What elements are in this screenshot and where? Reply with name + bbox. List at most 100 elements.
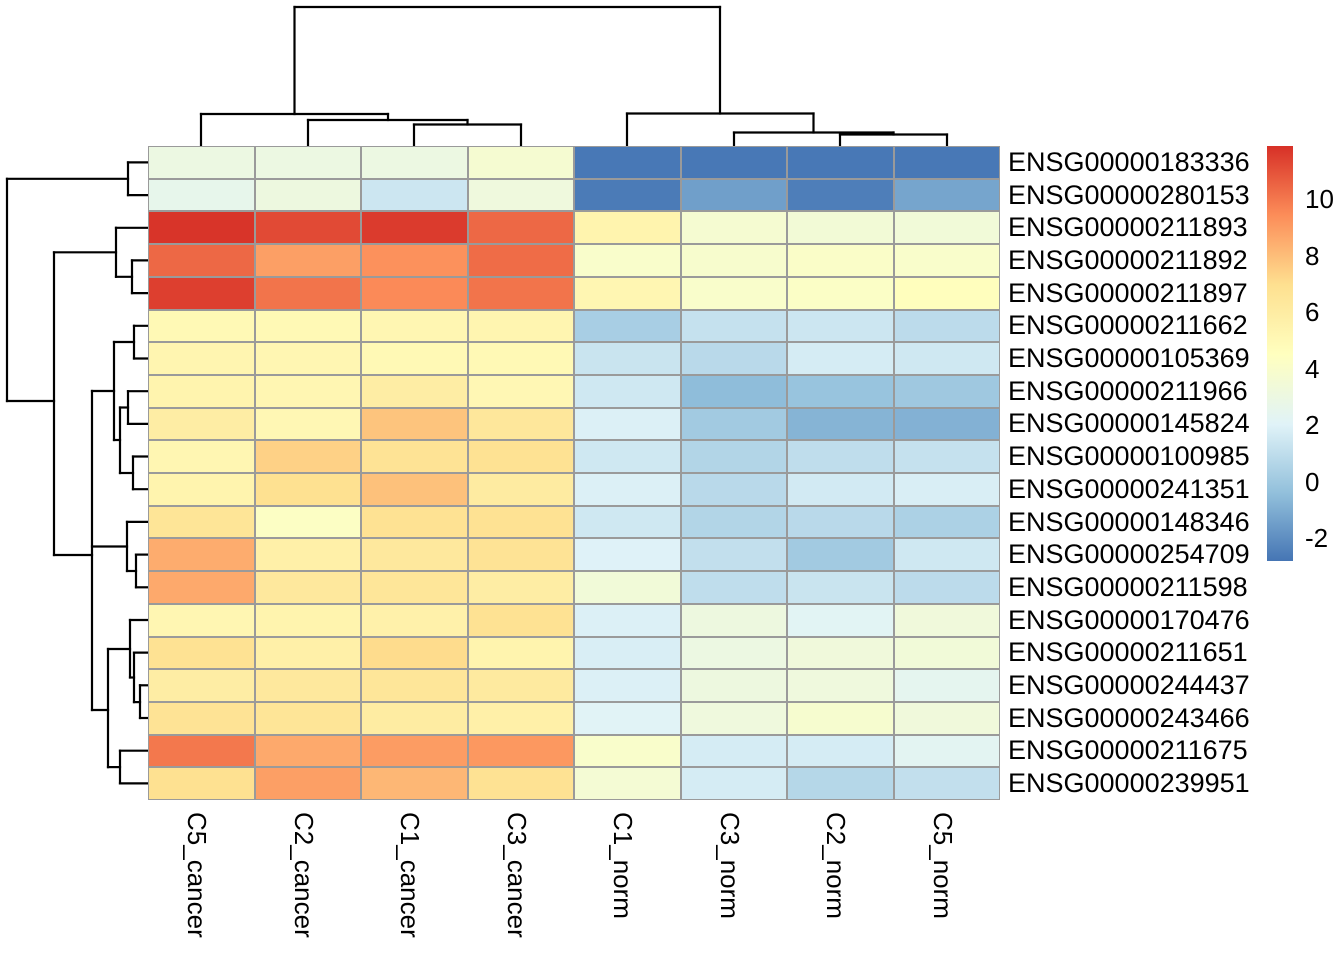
heatmap-cell [787, 604, 894, 637]
heatmap-cell [681, 440, 787, 473]
heatmap-cell [574, 310, 681, 342]
heatmap-cell [361, 310, 468, 342]
heatmap-cell [255, 440, 361, 473]
heatmap-cell [894, 604, 1000, 637]
heatmap-cell [787, 538, 894, 571]
heatmap-cell [361, 211, 468, 244]
heatmap-cell [468, 277, 574, 310]
row-label: ENSG00000145824 [1008, 408, 1250, 438]
heatmap-cell [574, 506, 681, 538]
heatmap-cell [148, 211, 255, 244]
legend-tick-label: 6 [1305, 297, 1320, 327]
heatmap-cell [255, 637, 361, 669]
heatmap-cell [574, 735, 681, 767]
heatmap-cell [894, 310, 1000, 342]
heatmap-cell [148, 604, 255, 637]
heatmap-cell [468, 702, 574, 735]
heatmap-cell [894, 375, 1000, 408]
heatmap-cell [255, 669, 361, 702]
heatmap-cell [148, 179, 255, 211]
row-label: ENSG00000211662 [1008, 310, 1248, 340]
heatmap-cell [148, 637, 255, 669]
heatmap-cell [255, 702, 361, 735]
col-label: C5_cancer [182, 812, 212, 938]
heatmap-cell [894, 538, 1000, 571]
heatmap-cell [681, 506, 787, 538]
heatmap-cell [787, 244, 894, 277]
heatmap-cell [361, 767, 468, 800]
heatmap-cell [148, 375, 255, 408]
row-label: ENSG00000211651 [1008, 637, 1248, 667]
heatmap-cell [894, 146, 1000, 179]
heatmap-cell [574, 669, 681, 702]
heatmap-cell [681, 146, 787, 179]
heatmap-cell [894, 506, 1000, 538]
heatmap-cell [255, 277, 361, 310]
heatmap-cell [361, 506, 468, 538]
heatmap-cell [787, 702, 894, 735]
heatmap-cell [148, 669, 255, 702]
row-label: ENSG00000211966 [1008, 376, 1248, 406]
heatmap-cell [361, 702, 468, 735]
heatmap-cell [468, 310, 574, 342]
legend-colorbar [1267, 146, 1293, 561]
heatmap-cell [894, 702, 1000, 735]
heatmap-cell [255, 473, 361, 506]
heatmap-cell [894, 244, 1000, 277]
heatmap-cell [468, 473, 574, 506]
heatmap-cell [148, 506, 255, 538]
heatmap-cell [148, 767, 255, 800]
heatmap-cell [681, 473, 787, 506]
heatmap-cell [574, 440, 681, 473]
row-label: ENSG00000243466 [1008, 703, 1250, 733]
heatmap-cell [787, 310, 894, 342]
heatmap-cell [468, 604, 574, 637]
heatmap-cell [787, 571, 894, 604]
heatmap-cell [894, 440, 1000, 473]
row-label: ENSG00000211892 [1008, 245, 1248, 275]
heatmap-cell [468, 669, 574, 702]
row-label: ENSG00000105369 [1008, 343, 1250, 373]
heatmap-cell [148, 342, 255, 375]
heatmap-cell [574, 277, 681, 310]
heatmap-cell [894, 408, 1000, 440]
heatmap-cell [361, 669, 468, 702]
heatmap-cell [681, 179, 787, 211]
row-label: ENSG00000244437 [1008, 670, 1250, 700]
heatmap-cell [574, 637, 681, 669]
row-label: ENSG00000254709 [1008, 539, 1250, 569]
heatmap-cell [787, 211, 894, 244]
heatmap-cell [574, 538, 681, 571]
row-label: ENSG00000211598 [1008, 572, 1248, 602]
heatmap-cell [255, 244, 361, 277]
heatmap-cell [148, 277, 255, 310]
heatmap-cell [361, 244, 468, 277]
heatmap-cell [574, 604, 681, 637]
heatmap-cell [681, 244, 787, 277]
heatmap-cell [255, 604, 361, 637]
col-label: C3_cancer [502, 812, 532, 938]
heatmap-cell [468, 506, 574, 538]
heatmap-cell [894, 211, 1000, 244]
heatmap-cell [468, 735, 574, 767]
col-label: C3_norm [715, 812, 745, 919]
heatmap-cell [468, 538, 574, 571]
heatmap-cell [148, 310, 255, 342]
legend-tick-label: 4 [1305, 354, 1320, 384]
heatmap-cell [894, 669, 1000, 702]
row-label: ENSG00000211897 [1008, 278, 1248, 308]
heatmap-cell [468, 244, 574, 277]
heatmap-cell [574, 473, 681, 506]
heatmap-cell [148, 571, 255, 604]
heatmap-cell [894, 342, 1000, 375]
heatmap-cell [361, 375, 468, 408]
heatmap-cell [574, 244, 681, 277]
heatmap-cell [361, 342, 468, 375]
row-label: ENSG00000211893 [1008, 212, 1248, 242]
heatmap-cell [468, 571, 574, 604]
heatmap-cell [574, 179, 681, 211]
heatmap-cell [468, 440, 574, 473]
heatmap-cell [574, 211, 681, 244]
